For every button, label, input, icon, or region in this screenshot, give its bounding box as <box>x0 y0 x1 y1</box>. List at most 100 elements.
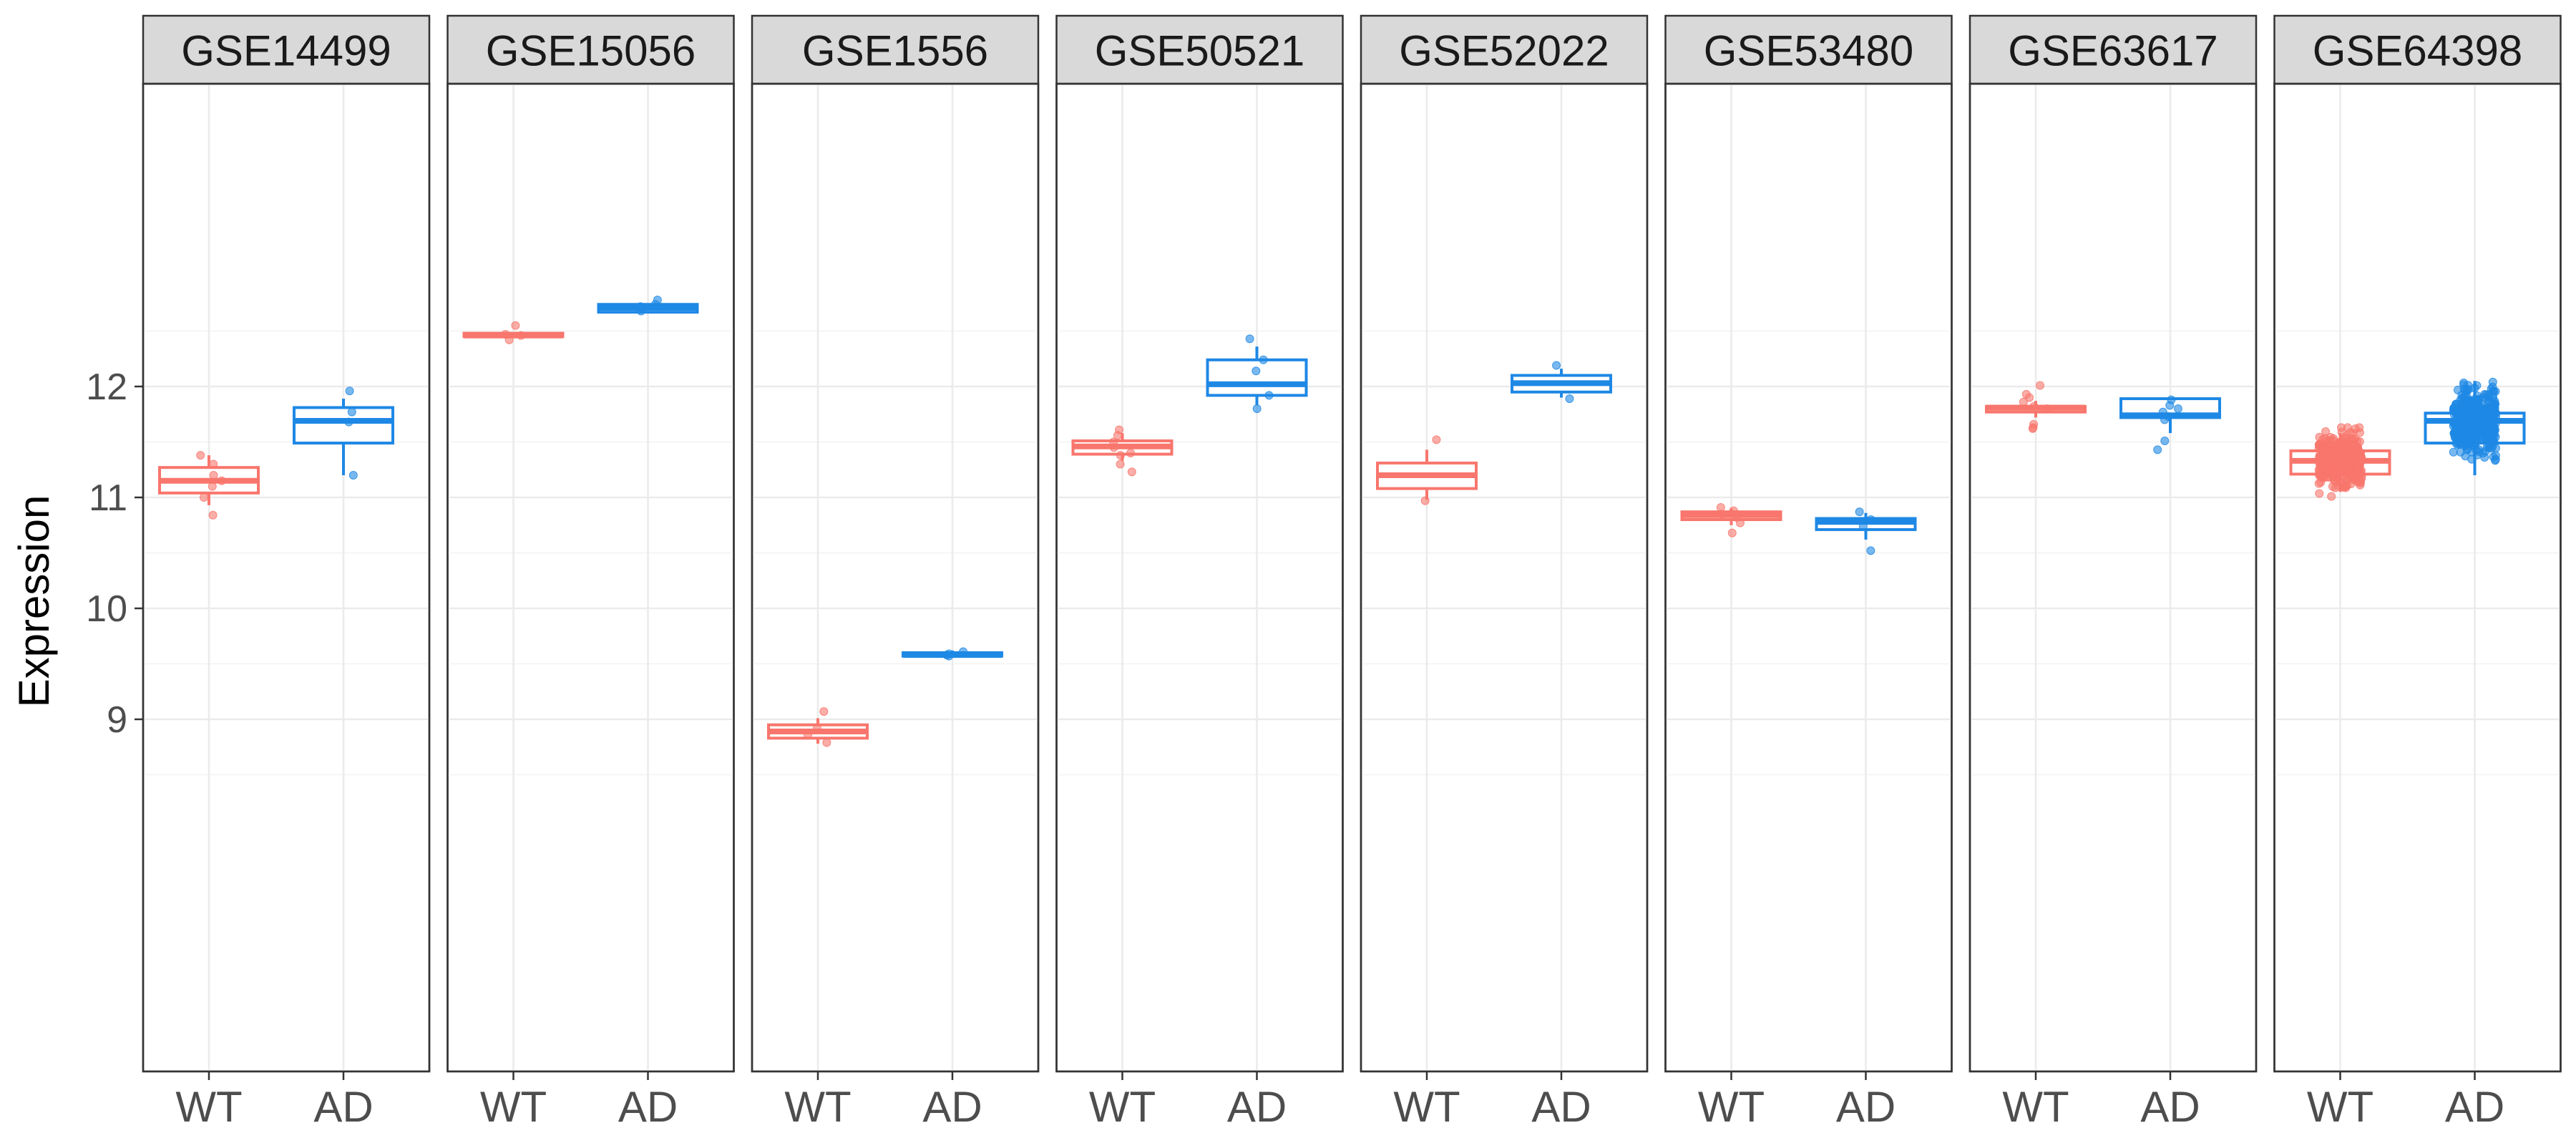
facet-strip <box>1360 14 1649 85</box>
facet-panel: WT AD GSE50521 <box>1055 14 1344 1131</box>
data-point <box>1858 522 1868 531</box>
facet-panels: 9 10 11 12 WT AD GSE14499 WT AD GSE15056 WT AD GSE15… <box>86 14 2562 1131</box>
panel-border <box>1664 82 1953 1073</box>
data-point <box>2019 397 2028 407</box>
data-point <box>2479 406 2488 415</box>
data-point <box>2481 417 2490 427</box>
x-tick-label: AD <box>1836 1083 1896 1131</box>
facet-panel: WT AD GSE15056 <box>447 14 735 1131</box>
data-point <box>1116 451 1125 460</box>
data-point <box>2346 427 2355 437</box>
data-point <box>1716 502 1725 512</box>
y-axis-title: Expression <box>10 495 58 708</box>
x-tick-label: WT <box>1393 1083 1460 1131</box>
data-point <box>2326 447 2335 457</box>
facet-panel: WT AD GSE64398 <box>2273 14 2562 1131</box>
x-tick-label: WT <box>480 1083 547 1131</box>
data-point <box>2346 457 2356 467</box>
data-point <box>2036 381 2045 390</box>
data-point <box>636 302 645 311</box>
data-point <box>2327 492 2336 501</box>
panel-background <box>2273 82 2562 1073</box>
facet-strip-label: GSE50521 <box>1095 27 1305 75</box>
box-ad <box>597 296 699 316</box>
data-point <box>2314 479 2323 488</box>
data-point <box>501 330 510 339</box>
data-point <box>517 331 526 340</box>
x-tick-label: AD <box>1531 1083 1591 1131</box>
data-point <box>2353 453 2363 462</box>
data-point <box>653 296 662 305</box>
facet-strip-label: GSE15056 <box>486 27 696 75</box>
x-tick-label: WT <box>1698 1083 1765 1131</box>
panel-background <box>1360 82 1649 1073</box>
data-point <box>2470 384 2479 393</box>
data-point <box>1115 425 1124 434</box>
box-wt <box>1376 435 1478 505</box>
facet-strip-label: GSE53480 <box>1704 27 1914 75</box>
panel-background <box>1055 82 1344 1073</box>
data-point <box>822 738 831 747</box>
data-point <box>347 407 356 417</box>
data-point <box>2462 430 2471 439</box>
data-point <box>2042 404 2051 413</box>
panel-background <box>751 82 1040 1073</box>
data-point <box>2315 489 2324 498</box>
data-point <box>208 510 218 520</box>
data-point <box>2160 436 2170 445</box>
data-point <box>1866 546 1875 555</box>
data-point <box>1126 449 1136 457</box>
data-point <box>2354 463 2363 472</box>
data-point <box>2328 469 2338 478</box>
panel-border <box>1968 82 2258 1073</box>
data-point <box>1729 506 1738 515</box>
data-point <box>2450 418 2459 427</box>
data-point <box>1252 366 1261 376</box>
data-point <box>2318 443 2328 452</box>
box-wt <box>462 321 565 344</box>
box-wt <box>158 451 260 520</box>
data-point <box>1855 507 1864 517</box>
facet-strip-label: GSE63617 <box>2008 27 2218 75</box>
data-point <box>2465 417 2474 427</box>
facet-strip <box>447 14 735 85</box>
x-tick-label: WT <box>1089 1083 1156 1131</box>
box-body <box>293 406 394 445</box>
facet-strip <box>2273 14 2562 85</box>
data-point <box>1866 515 1875 524</box>
data-point <box>1420 496 1430 505</box>
facet-panel: WT AD GSE53480 <box>1664 14 1953 1131</box>
data-point <box>819 707 829 716</box>
data-point <box>1127 467 1136 477</box>
data-point <box>1252 404 1262 413</box>
box-wt <box>2289 423 2391 501</box>
data-point <box>2341 434 2350 444</box>
data-point <box>2461 452 2470 461</box>
panel-background <box>1664 82 1953 1073</box>
data-point <box>1727 528 1737 538</box>
data-point <box>2457 404 2466 414</box>
panel-background <box>142 82 431 1073</box>
box-ad <box>293 386 394 480</box>
data-point <box>345 386 354 396</box>
data-point <box>2173 404 2182 413</box>
facet-strip <box>1664 14 1953 85</box>
data-point <box>945 649 954 658</box>
box-ad <box>1815 507 1917 555</box>
panel-border <box>142 82 431 1073</box>
data-point <box>511 321 520 330</box>
data-point <box>2356 477 2365 486</box>
data-point <box>2029 419 2039 429</box>
data-point <box>2158 407 2167 417</box>
data-point <box>208 482 217 491</box>
data-point <box>1432 435 1441 444</box>
data-point <box>348 471 358 480</box>
data-point <box>2334 439 2343 448</box>
box-ad <box>902 647 1003 661</box>
x-tick-label: AD <box>1227 1083 1287 1131</box>
data-point <box>1116 459 1125 469</box>
data-point <box>209 471 218 480</box>
data-point <box>2484 442 2493 452</box>
facet-panel: WT AD GSE52022 <box>1360 14 1649 1131</box>
data-point <box>1264 391 1274 400</box>
